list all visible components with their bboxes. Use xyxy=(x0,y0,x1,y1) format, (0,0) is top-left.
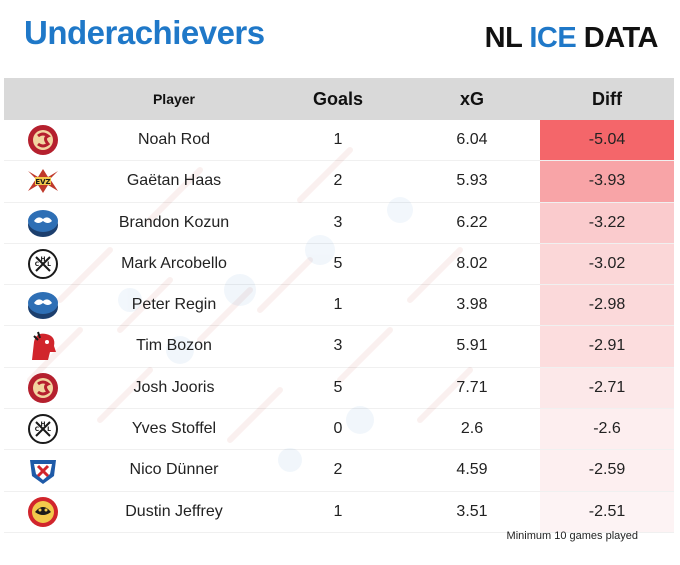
brand-tail: DATA xyxy=(576,22,659,54)
diff-cell: -3.93 xyxy=(540,161,674,202)
table-row: H C L Mark Arcobello 5 8.02 -3.02 xyxy=(4,243,674,286)
diff-cell: -2.91 xyxy=(540,326,674,367)
table-row: Peter Regin 1 3.98 -2.98 xyxy=(4,285,674,327)
brand-logo-text: NL ICE DATA xyxy=(484,22,659,55)
brand-accent: ICE xyxy=(529,22,577,54)
goals-cell: 3 xyxy=(333,213,343,231)
xg-cell: 2.6 xyxy=(460,420,484,438)
svg-text:C: C xyxy=(35,261,40,268)
xg-cell: 3.98 xyxy=(456,296,488,314)
table-row: EVZ Gaëtan Haas 2 5.93 -3.93 xyxy=(4,161,674,203)
goals-cell: 2 xyxy=(333,461,343,479)
diff-cell: -2.51 xyxy=(540,491,674,532)
table-header: Player Goals xG Diff xyxy=(4,78,674,120)
table-row: H C L Yves Stoffel 0 2.6 -2.6 xyxy=(4,409,674,451)
column-header-diff: Diff xyxy=(592,89,622,109)
goals-cell: 2 xyxy=(333,172,343,190)
svg-text:L: L xyxy=(47,261,51,268)
table-row: Josh Jooris 5 7.71 -2.71 xyxy=(4,367,674,410)
player-name-cell: Yves Stoffel xyxy=(131,420,217,438)
diff-cell: -2.98 xyxy=(540,285,674,326)
goals-cell: 5 xyxy=(333,378,343,396)
player-name-cell: Noah Rod xyxy=(137,131,211,148)
xg-cell: 7.71 xyxy=(456,378,488,396)
goals-cell: 1 xyxy=(333,502,343,520)
footnote: Minimum 10 games played xyxy=(506,530,638,542)
table-row: Brandon Kozun 3 6.22 -3.22 xyxy=(4,202,674,244)
diff-cell: -3.02 xyxy=(540,243,674,285)
xg-cell: 5.91 xyxy=(456,337,488,355)
geneve-servette-logo-icon xyxy=(26,372,60,404)
column-header-xg: xG xyxy=(459,89,484,109)
lausanne-hc-logo-icon xyxy=(26,289,60,321)
player-name-cell: Tim Bozon xyxy=(136,337,212,355)
xg-cell: 5.93 xyxy=(456,172,488,190)
player-name-cell: Peter Regin xyxy=(131,296,217,314)
diff-cell: -2.59 xyxy=(540,450,674,491)
lausanne-hc-logo-icon xyxy=(26,207,60,239)
scl-tigers-logo-icon xyxy=(26,496,60,528)
svg-text:H: H xyxy=(40,256,45,263)
diff-cell: -3.22 xyxy=(540,202,674,243)
diff-cell: -2.71 xyxy=(540,367,674,409)
player-name-cell: Nico Dünner xyxy=(129,461,219,479)
svg-text:C: C xyxy=(35,426,40,433)
table-row: Noah Rod 1 6.04 -5.04 xyxy=(4,120,674,162)
column-header-goals: Goals xyxy=(312,89,364,109)
goals-cell: 1 xyxy=(333,296,343,314)
goals-cell: 5 xyxy=(333,254,343,272)
page-title: Underachievers xyxy=(24,14,265,51)
column-header-player: Player xyxy=(152,91,196,107)
player-name-cell: Josh Jooris xyxy=(133,378,215,396)
player-name-cell: Brandon Kozun xyxy=(118,213,230,231)
ev-zug-logo-icon: EVZ xyxy=(26,165,60,197)
player-name-cell: Mark Arcobello xyxy=(121,254,227,272)
table-row: Nico Dünner 2 4.59 -2.59 xyxy=(4,450,674,492)
player-name-cell: Gaëtan Haas xyxy=(126,172,222,190)
xg-cell: 4.59 xyxy=(456,461,488,479)
table-row: Dustin Jeffrey 1 3.51 -2.51 xyxy=(4,491,674,533)
goals-cell: 1 xyxy=(333,131,343,148)
xg-cell: 6.04 xyxy=(456,131,488,148)
ehc-kloten-logo-icon xyxy=(26,454,60,486)
svg-text:H: H xyxy=(40,421,45,428)
geneve-servette-logo-icon xyxy=(26,124,60,156)
lions-zurich-logo-icon xyxy=(26,330,60,362)
underachievers-table: Player Goals xG Diff Noah Rod 1 6.04 -5.04 E… xyxy=(4,78,674,533)
goals-cell: 3 xyxy=(333,337,343,355)
xg-cell: 6.22 xyxy=(456,213,488,231)
svg-text:L: L xyxy=(47,426,51,433)
table-body: Noah Rod 1 6.04 -5.04 EVZ Gaëtan Haas 2 5.93 -3.… xyxy=(4,120,674,533)
xg-cell: 3.51 xyxy=(456,502,488,520)
xg-cell: 8.02 xyxy=(456,254,488,272)
goals-cell: 0 xyxy=(333,420,343,438)
svg-text:EVZ: EVZ xyxy=(35,178,50,186)
diff-cell: -2.6 xyxy=(540,409,674,450)
player-name-cell: Dustin Jeffrey xyxy=(125,502,223,520)
table-row: Tim Bozon 3 5.91 -2.91 xyxy=(4,326,674,368)
brand-main: NL xyxy=(484,22,530,54)
diff-cell: -5.04 xyxy=(540,120,674,161)
